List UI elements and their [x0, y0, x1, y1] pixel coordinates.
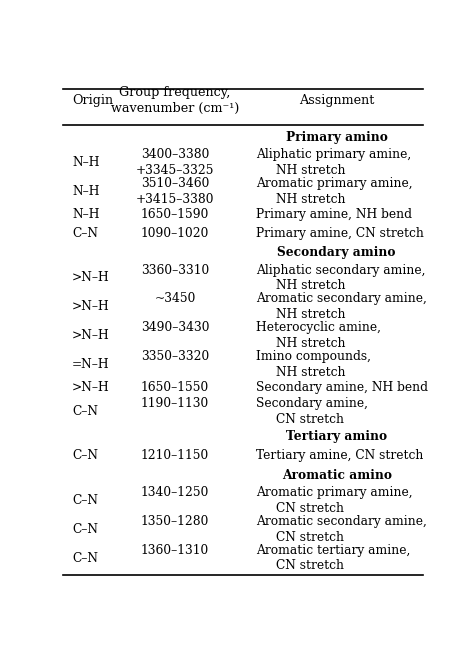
Text: ~3450: ~3450 [154, 293, 196, 306]
Text: NH stretch: NH stretch [276, 308, 346, 321]
Text: =N–H: =N–H [72, 358, 110, 371]
Text: Primary amino: Primary amino [286, 131, 388, 144]
Text: 1340–1250: 1340–1250 [141, 486, 209, 500]
Text: Tertiary amine, CN stretch: Tertiary amine, CN stretch [256, 449, 423, 462]
Text: Tertiary amino: Tertiary amino [286, 430, 387, 443]
Text: C–N: C–N [72, 405, 98, 418]
Text: 3400–3380: 3400–3380 [141, 148, 209, 161]
Text: C–N: C–N [72, 449, 98, 462]
Text: >N–H: >N–H [72, 300, 110, 313]
Text: Aromatic primary amine,: Aromatic primary amine, [256, 486, 412, 500]
Text: 1090–1020: 1090–1020 [141, 227, 209, 240]
Text: CN stretch: CN stretch [276, 413, 344, 426]
Text: >N–H: >N–H [72, 381, 110, 394]
Text: 3350–3320: 3350–3320 [141, 350, 209, 363]
Text: 1650–1550: 1650–1550 [141, 381, 209, 394]
Text: N–H: N–H [72, 208, 100, 221]
Text: C–N: C–N [72, 494, 98, 507]
Text: >N–H: >N–H [72, 272, 110, 284]
Text: NH stretch: NH stretch [276, 164, 346, 177]
Text: NH stretch: NH stretch [276, 366, 346, 379]
Text: Aromatic amino: Aromatic amino [282, 469, 392, 482]
Text: CN stretch: CN stretch [276, 560, 344, 573]
Text: N–H: N–H [72, 185, 100, 198]
Text: +3415–3380: +3415–3380 [136, 193, 214, 206]
Text: Assignment: Assignment [299, 94, 374, 107]
Text: C–N: C–N [72, 523, 98, 536]
Text: 1210–1150: 1210–1150 [141, 449, 209, 462]
Text: 1650–1590: 1650–1590 [141, 208, 209, 221]
Text: 1360–1310: 1360–1310 [141, 544, 209, 557]
Text: 3510–3460: 3510–3460 [141, 177, 209, 190]
Text: NH stretch: NH stretch [276, 337, 346, 350]
Text: C–N: C–N [72, 552, 98, 565]
Text: Group frequency,
wavenumber (cm⁻¹): Group frequency, wavenumber (cm⁻¹) [111, 86, 239, 114]
Text: CN stretch: CN stretch [276, 502, 344, 515]
Text: 1190–1130: 1190–1130 [141, 397, 209, 410]
Text: 3490–3430: 3490–3430 [141, 321, 209, 334]
Text: C–N: C–N [72, 227, 98, 240]
Text: NH stretch: NH stretch [276, 193, 346, 206]
Text: Secondary amine, NH bend: Secondary amine, NH bend [256, 381, 428, 394]
Text: CN stretch: CN stretch [276, 531, 344, 544]
Text: Imino compounds,: Imino compounds, [256, 350, 371, 363]
Text: Aromatic secondary amine,: Aromatic secondary amine, [256, 515, 427, 528]
Text: Secondary amino: Secondary amino [277, 246, 396, 259]
Text: Aromatic primary amine,: Aromatic primary amine, [256, 177, 412, 190]
Text: Primary amine, NH bend: Primary amine, NH bend [256, 208, 412, 221]
Text: 1350–1280: 1350–1280 [141, 515, 209, 528]
Text: +3345–3325: +3345–3325 [136, 164, 214, 177]
Text: Aromatic tertiary amine,: Aromatic tertiary amine, [256, 544, 410, 557]
Text: Aliphatic primary amine,: Aliphatic primary amine, [256, 148, 411, 161]
Text: 3360–3310: 3360–3310 [141, 264, 209, 277]
Text: Secondary amine,: Secondary amine, [256, 397, 368, 410]
Text: NH stretch: NH stretch [276, 279, 346, 292]
Text: Heterocyclic amine,: Heterocyclic amine, [256, 321, 381, 334]
Text: Aromatic secondary amine,: Aromatic secondary amine, [256, 293, 427, 306]
Text: Primary amine, CN stretch: Primary amine, CN stretch [256, 227, 424, 240]
Text: Aliphatic secondary amine,: Aliphatic secondary amine, [256, 264, 425, 277]
Text: N–H: N–H [72, 156, 100, 169]
Text: >N–H: >N–H [72, 329, 110, 342]
Text: Origin: Origin [72, 94, 113, 107]
